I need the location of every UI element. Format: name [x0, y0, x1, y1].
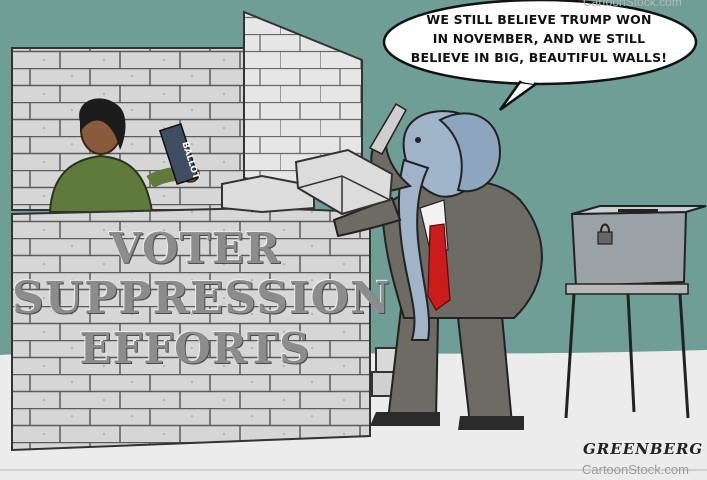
wall-label-line-3: EFFORTS	[79, 324, 311, 373]
elephant-politician	[332, 102, 543, 430]
artist-signature: GREENBERG	[583, 440, 704, 458]
wall-label-line-1: VOTER	[109, 224, 281, 273]
wall-label-line-2: SUPPRESSION	[12, 273, 392, 324]
front-wall	[11, 206, 371, 452]
speech-bubble-text: WE STILL BELIEVE TRUMP WON IN NOVEMBER, …	[393, 10, 685, 67]
speech-bubble	[382, 0, 698, 112]
watermark-bottom: CartoonStock.com	[582, 462, 689, 477]
watermark-top: CartoonStock.com	[583, 0, 682, 9]
speech-bubble-line-3: BELIEVE IN BIG, BEAUTIFUL WALLS!	[410, 50, 668, 65]
ballot-box	[570, 205, 707, 288]
speech-bubble-line-1: WE STILL BELIEVE TRUMP WON	[426, 12, 652, 27]
woman-voter	[48, 98, 200, 213]
wall-label: VOTER SUPPRESSION EFFORTS	[12, 224, 392, 374]
speech-bubble-line-2: IN NOVEMBER, AND WE STILL	[432, 31, 646, 46]
ballot-table	[564, 283, 690, 419]
